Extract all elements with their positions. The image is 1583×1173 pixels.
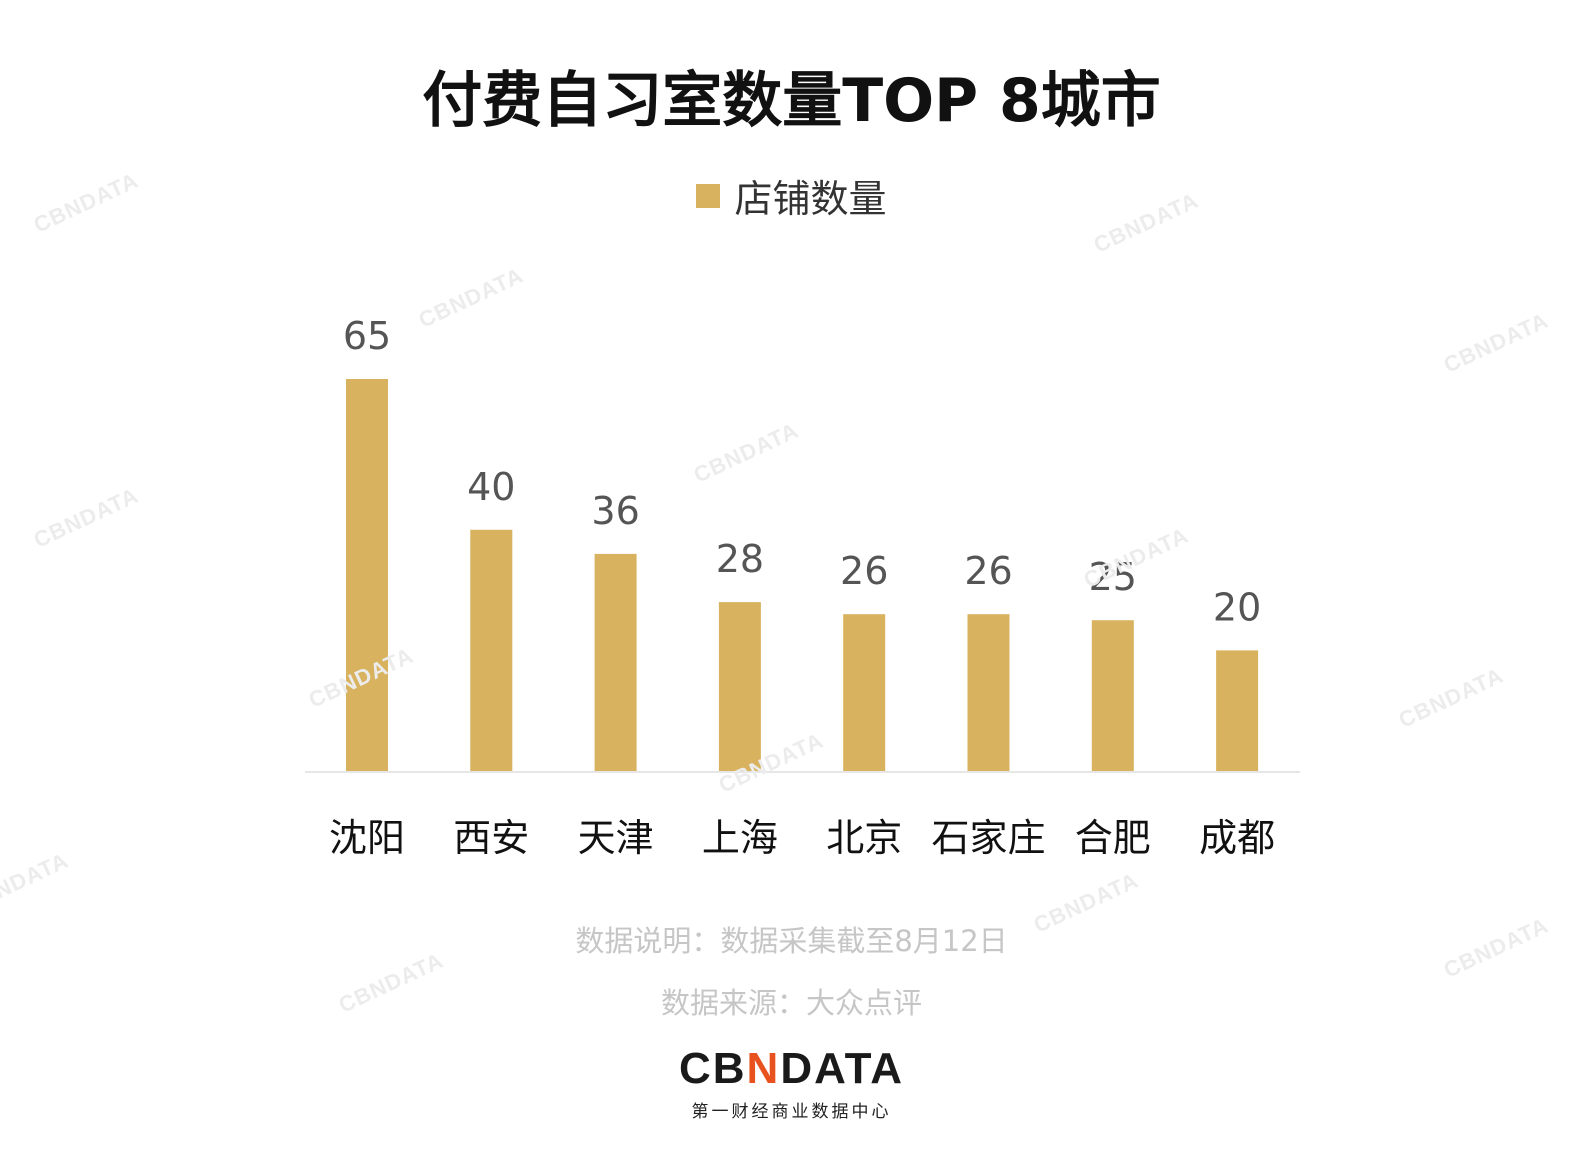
bar-2	[594, 553, 637, 771]
data-label-4: 26	[840, 549, 888, 593]
bar-0	[346, 379, 388, 771]
category-label-0: 沈阳	[329, 816, 405, 860]
legend-swatch	[696, 183, 721, 208]
data-label-7: 20	[1213, 585, 1261, 629]
legend-label: 店铺数量	[734, 177, 887, 221]
data-label-3: 28	[716, 537, 764, 581]
category-label-4: 北京	[826, 816, 902, 860]
data-label-0: 65	[343, 314, 391, 358]
bar-5	[967, 614, 1010, 771]
data-note: 数据说明：数据采集截至8月12日	[575, 924, 1008, 958]
logo-accent: N	[746, 1044, 781, 1093]
category-label-6: 合肥	[1075, 816, 1151, 860]
bar-3	[718, 602, 761, 771]
cbndata-logo: CBNDATA 第一财经商业数据中心	[0, 1045, 1583, 1123]
data-label-6: 25	[1089, 555, 1137, 599]
category-label-2: 天津	[578, 816, 654, 860]
category-label-3: 上海	[702, 816, 778, 860]
category-label-7: 成都	[1199, 816, 1275, 860]
category-label-1: 西安	[453, 816, 529, 860]
logo-prefix: CB	[678, 1044, 747, 1093]
data-label-2: 36	[591, 489, 639, 533]
data-label-1: 40	[467, 465, 515, 509]
chart-title: 付费自习室数量TOP 8城市	[422, 66, 1161, 136]
bar-4	[843, 614, 886, 771]
category-label-5: 石家庄	[931, 816, 1045, 860]
bar-6	[1091, 620, 1134, 771]
logo-suffix: DATA	[780, 1044, 904, 1093]
legend: 店铺数量	[0, 168, 1583, 223]
bar-1	[470, 529, 513, 771]
bar-7	[1216, 650, 1259, 771]
data-source: 数据来源：大众点评	[660, 986, 922, 1020]
data-label-5: 26	[964, 549, 1012, 593]
logo-wordmark: CBNDATA	[0, 1045, 1583, 1093]
logo-tagline: 第一财经商业数据中心	[691, 1102, 892, 1122]
